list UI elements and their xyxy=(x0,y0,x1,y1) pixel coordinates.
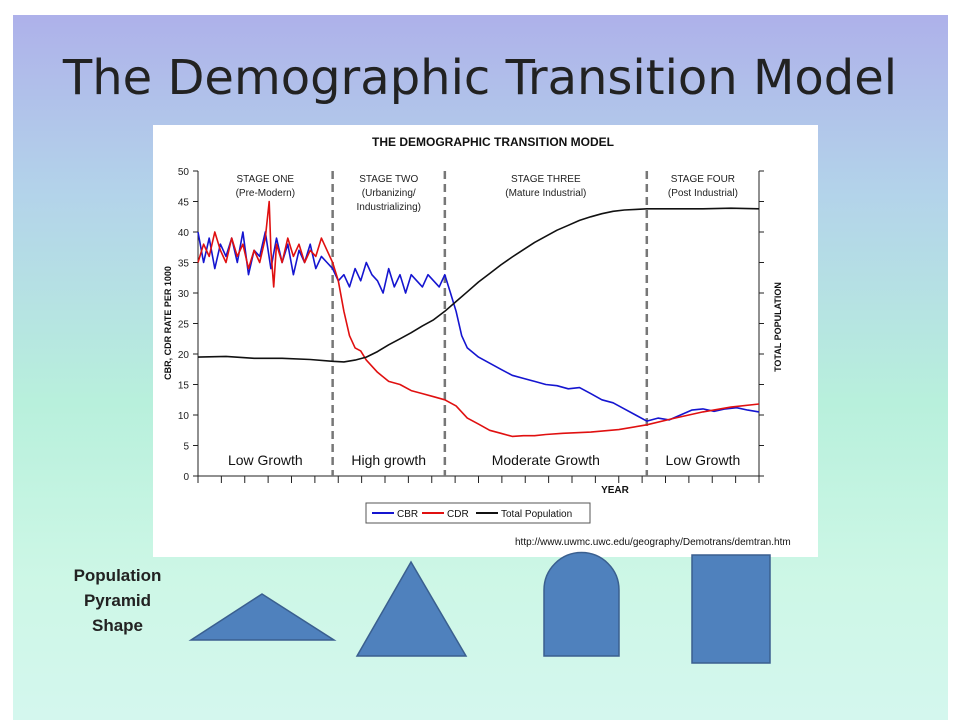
y-tick-label: 20 xyxy=(178,350,190,361)
y-tick-label: 25 xyxy=(178,320,190,331)
y-tick-label: 45 xyxy=(178,198,190,209)
y-tick-label: 35 xyxy=(178,259,190,270)
source-url[interactable]: http://www.uwmc.uwc.edu/geography/Demotr… xyxy=(515,537,791,548)
pyramid-label: Population Pyramid Shape xyxy=(55,563,180,638)
legend-label: CBR xyxy=(397,509,418,520)
y-axis-label: CBR, CDR RATE PER 1000 xyxy=(163,266,173,380)
stage-growth-label: High growth xyxy=(351,452,426,468)
y-tick-label: 10 xyxy=(178,411,190,422)
series-line-total-population xyxy=(197,207,760,363)
slide-title: The Demographic Transition Model xyxy=(62,50,898,106)
y-tick-label: 0 xyxy=(183,472,189,483)
series-line-cbr xyxy=(197,231,760,422)
x-axis-label: YEAR xyxy=(601,485,630,496)
legend-label: Total Population xyxy=(501,509,572,520)
y-axis-right-label: TOTAL POPULATION xyxy=(773,282,783,372)
stage-name: STAGE ONE xyxy=(237,174,295,185)
stage-growth-label: Low Growth xyxy=(666,452,741,468)
y-tick-label: 40 xyxy=(178,228,190,239)
stage-subtitle: (Urbanizing/ xyxy=(362,188,416,199)
stage-subtitle: (Mature Industrial) xyxy=(505,188,586,199)
y-tick-label: 15 xyxy=(178,381,190,392)
rectangle-icon xyxy=(691,554,771,664)
bullet-shape-icon xyxy=(543,551,620,657)
chart: THE DEMOGRAPHIC TRANSITION MODEL 0 5 10 15 20… xyxy=(163,135,783,524)
stage-subtitle: (Post Industrial) xyxy=(668,188,738,199)
stage-name: STAGE FOUR xyxy=(671,174,735,185)
stage-subtitle: Industrializing) xyxy=(356,202,420,213)
stage-growth-label: Moderate Growth xyxy=(492,452,600,468)
stage-name: STAGE THREE xyxy=(511,174,581,185)
chart-panel: THE DEMOGRAPHIC TRANSITION MODEL 0 5 10 15 20… xyxy=(153,125,818,557)
wide-triangle-icon xyxy=(188,593,337,641)
triangle-icon xyxy=(355,560,468,657)
chart-title: THE DEMOGRAPHIC TRANSITION MODEL xyxy=(372,135,614,149)
pyramid-label-line: Population xyxy=(73,566,162,585)
stage-subtitle: (Pre-Modern) xyxy=(236,188,295,199)
y-tick-label: 50 xyxy=(178,167,190,178)
legend-label: CDR xyxy=(447,509,469,520)
y-tick-label: 30 xyxy=(178,289,190,300)
stage-growth-label: Low Growth xyxy=(228,452,303,468)
stage-name: STAGE TWO xyxy=(359,174,418,185)
y-tick-label: 5 xyxy=(183,442,189,453)
pyramid-label-line: Shape xyxy=(91,616,144,635)
series-line-cdr xyxy=(197,200,760,438)
pyramid-label-line: Pyramid xyxy=(83,591,152,610)
